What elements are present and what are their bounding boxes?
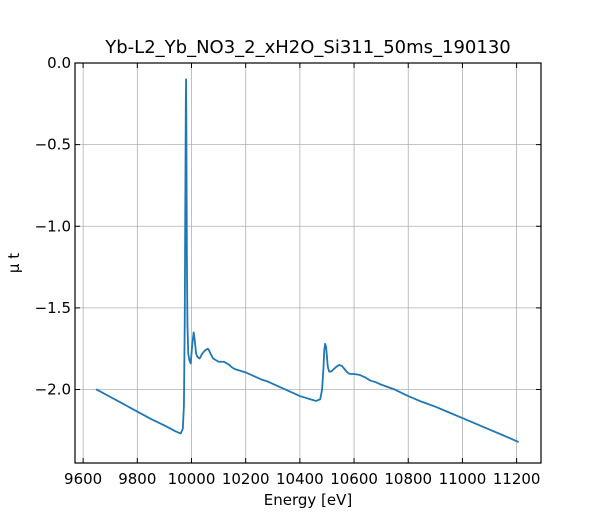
y-axis-label: μ t <box>5 253 23 273</box>
x-tick-label: 10000 <box>168 470 216 488</box>
x-tick-label: 11200 <box>493 470 541 488</box>
y-tick-label: −2.0 <box>35 381 71 399</box>
x-tick-label: 10200 <box>222 470 270 488</box>
axis-ticks: 9600 9800 10000 10200 10400 10600 10800 11000 11… <box>35 54 541 488</box>
x-tick-label: 10600 <box>330 470 378 488</box>
x-tick-label: 11000 <box>439 470 487 488</box>
chart-title: Yb-L2_Yb_NO3_2_xH2O_Si311_50ms_190130 <box>104 37 510 58</box>
x-tick-label: 9600 <box>64 470 102 488</box>
series-layer <box>95 78 519 443</box>
y-tick-label: 0.0 <box>47 54 71 72</box>
series-line <box>95 78 519 443</box>
y-tick-label: −1.5 <box>35 299 71 317</box>
x-axis-label: Energy [eV] <box>264 491 352 509</box>
y-tick-label: −1.0 <box>35 217 71 235</box>
x-tick-label: 10400 <box>276 470 324 488</box>
x-tick-label: 10800 <box>384 470 432 488</box>
y-tick-label: −0.5 <box>35 136 71 154</box>
grid <box>75 62 541 463</box>
plot-frame <box>74 62 542 464</box>
x-tick-label: 9800 <box>118 470 156 488</box>
